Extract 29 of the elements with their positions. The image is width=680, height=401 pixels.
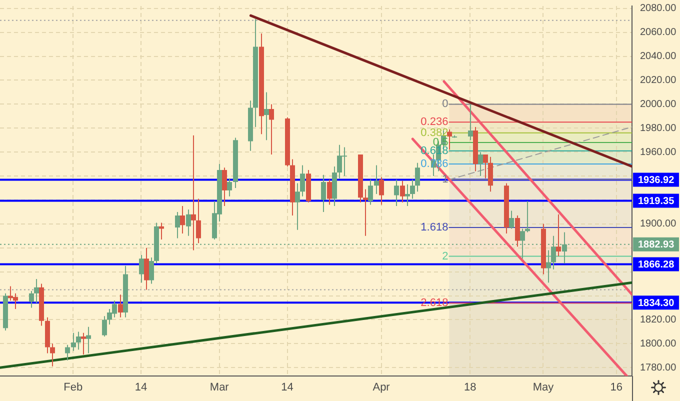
y-tick-label: 1960.00 — [640, 146, 677, 158]
y-tick-label: 1800.00 — [640, 338, 677, 350]
y-tick-label: 2060.00 — [640, 27, 677, 38]
y-tick-label: 1900.00 — [640, 218, 677, 230]
series-label: 2 — [442, 250, 448, 262]
y-tick-label: 2020.00 — [640, 74, 677, 86]
series-label: 1 — [442, 174, 448, 186]
x-tick-label: 16 — [610, 382, 622, 394]
series-label: 1.618 — [420, 222, 448, 234]
y-tick-label: 1820.00 — [640, 314, 677, 326]
y-tick-label: 1980.00 — [640, 122, 677, 134]
ref-line-label: 1882.93 — [638, 240, 675, 251]
series-label: 0 — [442, 98, 448, 110]
x-tick-label: May — [532, 382, 554, 394]
y-tick-label: 2040.00 — [640, 51, 677, 62]
y-tick-label: 2080.00 — [640, 3, 677, 14]
x-tick-label: Feb — [64, 382, 83, 394]
x-tick-label: 14 — [134, 382, 148, 394]
ref-line-label: 1919.35 — [638, 196, 675, 208]
x-tick-label: 18 — [464, 382, 476, 394]
ref-line-label: 1866.28 — [638, 260, 675, 271]
x-tick-label: Mar — [210, 382, 230, 394]
x-tick-label: Apr — [372, 382, 390, 394]
y-tick-label: 1780.00 — [640, 362, 677, 374]
ref-line-label: 1936.92 — [638, 174, 675, 186]
y-tick-label: 2000.00 — [640, 98, 677, 110]
ref-line-label: 1834.30 — [638, 298, 675, 309]
x-tick-label: 14 — [281, 382, 294, 394]
series-label: 0.236 — [420, 116, 448, 128]
